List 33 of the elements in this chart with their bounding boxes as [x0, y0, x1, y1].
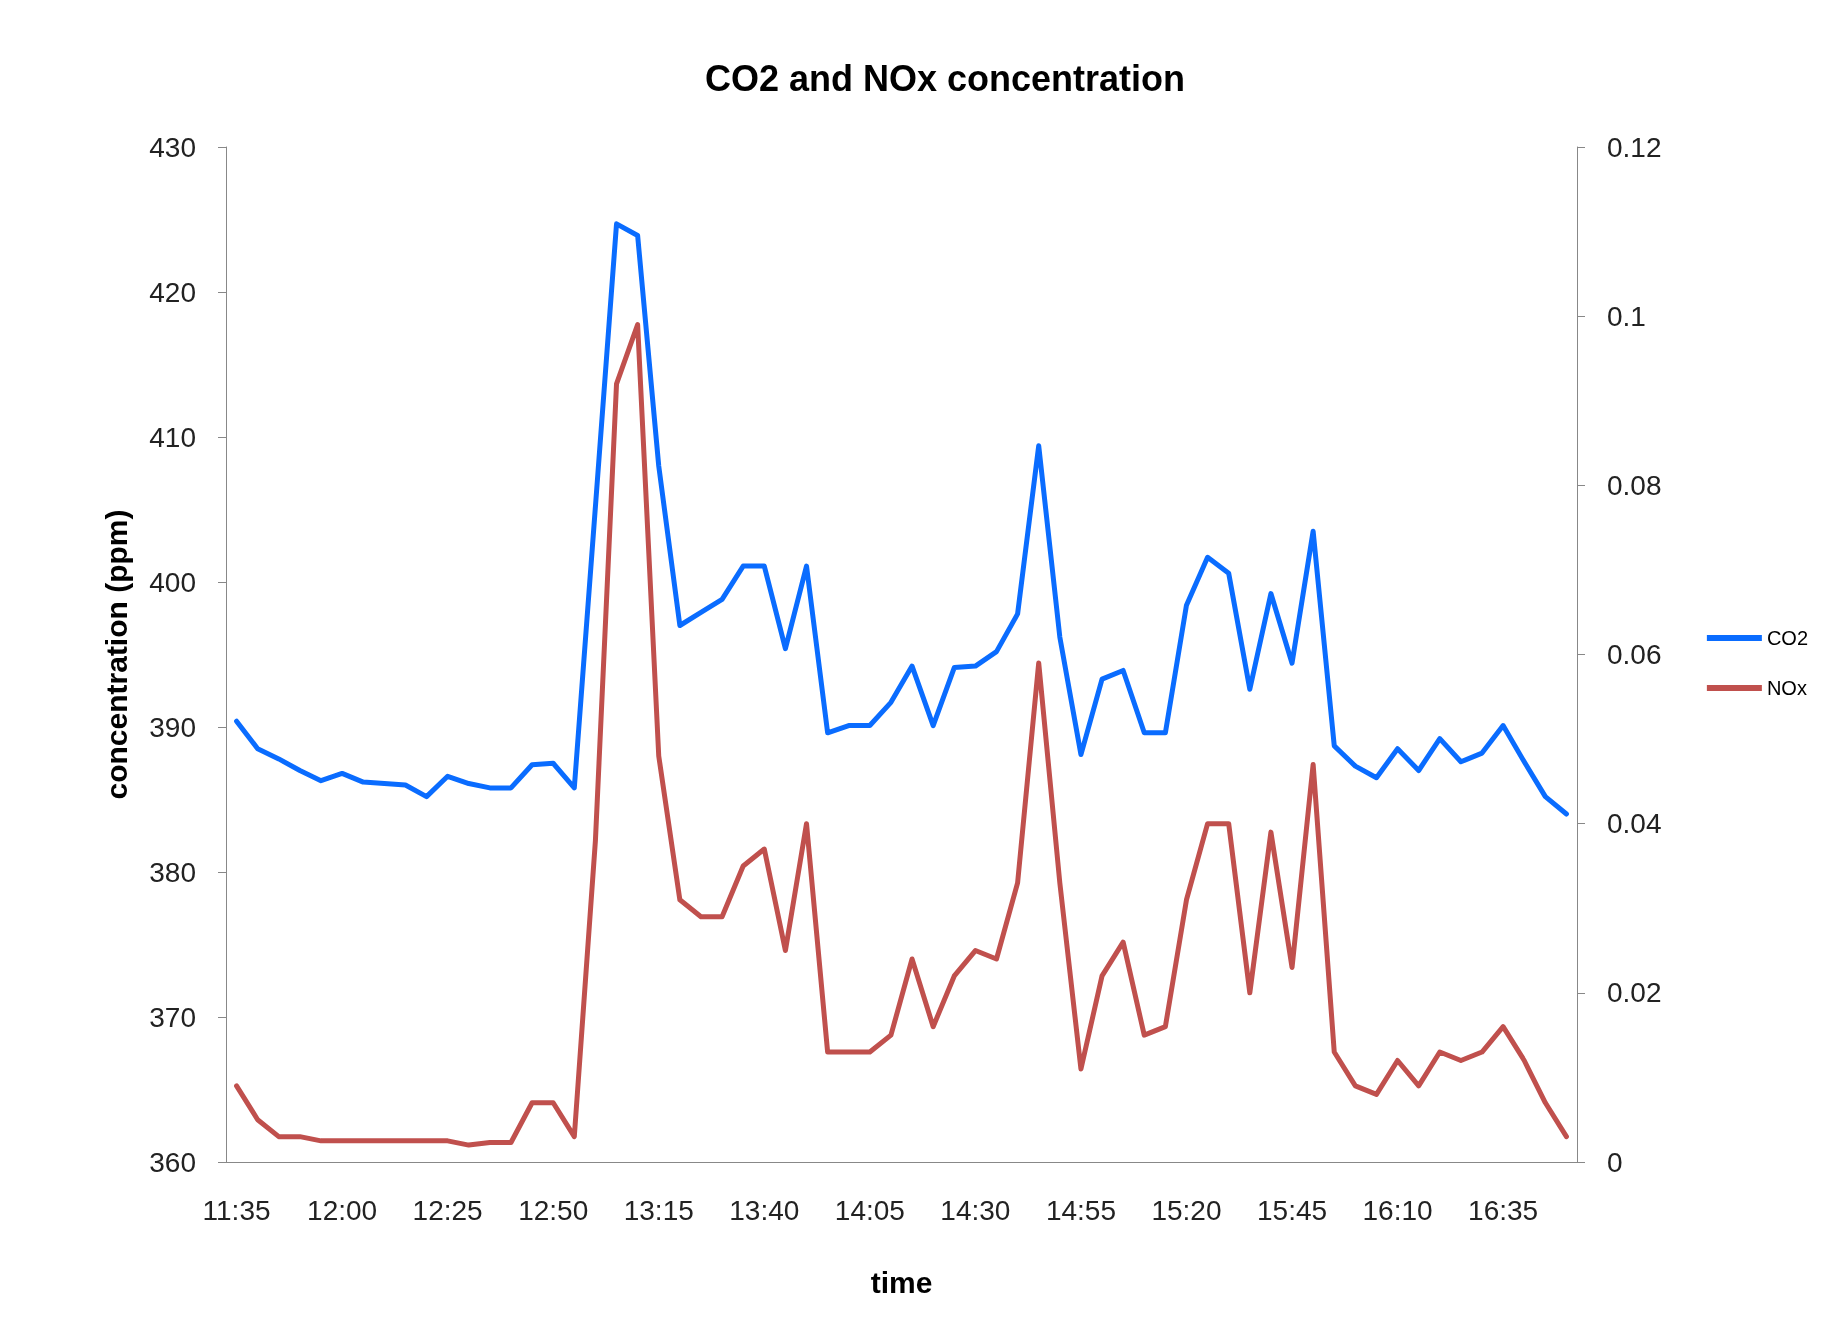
legend-label: CO2 [1766, 627, 1808, 649]
y-tick-label: 400 [149, 566, 196, 598]
x-tick-label: 12:00 [307, 1194, 378, 1226]
legend-label: NOx [1766, 677, 1807, 699]
x-tick-label: 12:25 [412, 1194, 483, 1226]
y2-tick-label: 0.08 [1607, 469, 1662, 501]
x-tick-label: 15:20 [1151, 1194, 1222, 1226]
x-tick-label: 11:35 [202, 1194, 271, 1226]
x-tick-label: 13:40 [729, 1194, 800, 1226]
x-tick-label: 16:35 [1468, 1194, 1539, 1226]
y-tick-label: 410 [149, 421, 196, 453]
x-tick-label: 14:30 [940, 1194, 1011, 1226]
chart-title: CO2 and NOx concentration [704, 57, 1186, 99]
y2-tick-label: 0.12 [1607, 131, 1662, 163]
y-tick-label: 360 [149, 1146, 196, 1178]
y2-tick-label: 0.02 [1607, 977, 1662, 1009]
y-tick-label: 370 [149, 1001, 196, 1033]
y2-tick-label: 0 [1607, 1146, 1623, 1178]
y-tick-label: 420 [149, 276, 196, 308]
x-tick-label: 16:10 [1362, 1194, 1433, 1226]
x-tick-label: 15:45 [1256, 1194, 1328, 1226]
y2-tick-label: 0.06 [1607, 639, 1662, 670]
y-tick-label: 430 [149, 131, 196, 163]
x-tick-label: 14:05 [834, 1194, 905, 1226]
x-axis-title: time [870, 1265, 933, 1299]
y2-tick-label: 0.04 [1607, 808, 1662, 840]
y-tick-label: 380 [149, 856, 196, 888]
y-axis-title: concentration (ppm) [99, 509, 133, 800]
x-tick-label: 12:50 [518, 1194, 589, 1226]
x-tick-label: 13:15 [623, 1194, 694, 1226]
y-tick-label: 390 [149, 711, 196, 743]
y2-tick-label: 0.1 [1607, 300, 1646, 332]
x-tick-label: 14:55 [1045, 1194, 1116, 1226]
